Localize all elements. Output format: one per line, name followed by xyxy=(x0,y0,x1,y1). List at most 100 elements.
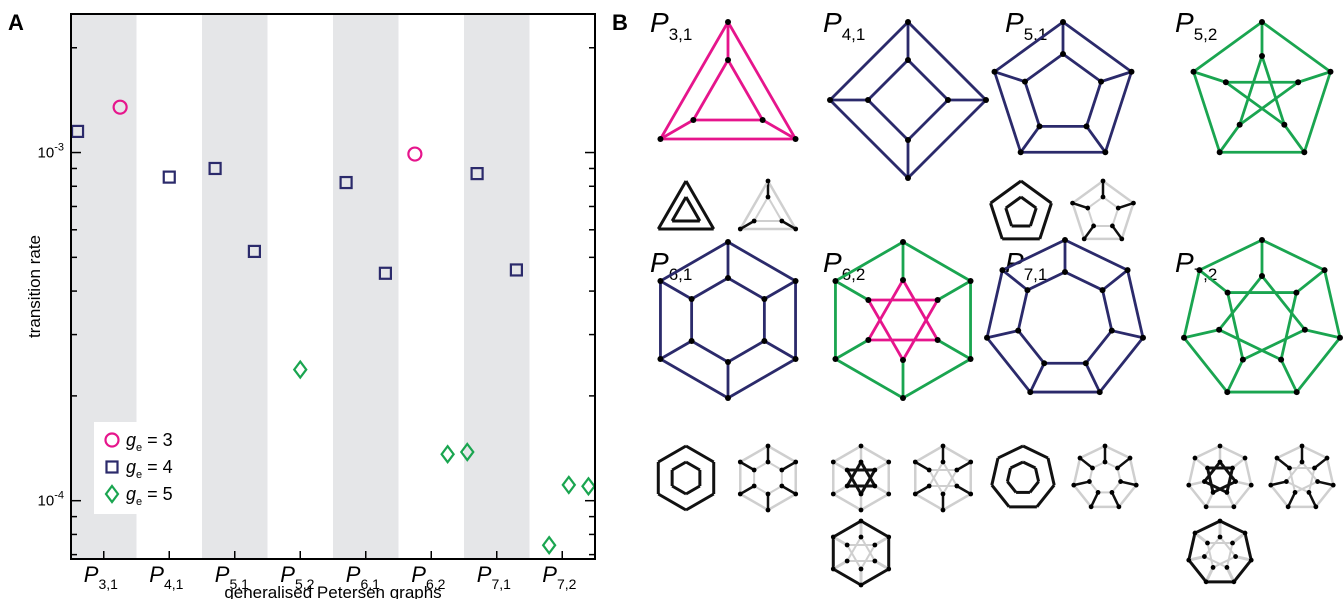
outer-edge xyxy=(1062,20,1133,73)
inner-edge xyxy=(942,469,958,495)
outer-edge xyxy=(1126,269,1145,339)
vertex-dot xyxy=(1095,490,1101,495)
y-tick-label: 10-3 xyxy=(38,142,64,162)
vertex-dot xyxy=(1087,479,1092,484)
vertex-dot xyxy=(1281,121,1288,128)
spoke-edge xyxy=(1276,457,1291,470)
vertex-dot xyxy=(1239,356,1246,363)
vertex-dot xyxy=(858,507,864,513)
inner-edge xyxy=(685,460,701,472)
vertex-dot xyxy=(765,507,771,513)
graph-7-2: P7,2 xyxy=(1175,237,1343,585)
vertex-dot xyxy=(1293,289,1300,296)
outer-edge xyxy=(914,492,944,512)
vertex-dot xyxy=(1330,482,1336,488)
vertex-dot xyxy=(858,534,864,540)
vertex-dot xyxy=(858,518,864,524)
vertex-dot xyxy=(1115,205,1121,211)
x-tick-label: P3,1 xyxy=(84,562,118,592)
spoke-edge xyxy=(781,219,797,231)
inner-edge xyxy=(859,469,877,495)
outer-edge xyxy=(1243,532,1253,561)
spoke-edge xyxy=(874,535,890,547)
vertex-dot xyxy=(900,239,906,245)
spoke-edge xyxy=(834,338,870,361)
spoke-edge xyxy=(658,486,672,494)
spoke-edge xyxy=(1218,123,1241,154)
spoke-edge xyxy=(1110,491,1121,508)
outer-edge xyxy=(989,202,1004,240)
vertex-dot xyxy=(1233,479,1238,484)
inner-edge xyxy=(1242,328,1306,361)
vertex-dot xyxy=(1082,360,1089,367)
legend-label: ge = 5 xyxy=(126,484,173,508)
spoke-edge xyxy=(1116,457,1131,470)
vertex-dot xyxy=(737,459,743,465)
inner-edge xyxy=(867,99,909,141)
inner-edge xyxy=(1218,461,1237,483)
outer-edge xyxy=(942,444,972,464)
spoke-edge xyxy=(1072,201,1089,210)
inner-edge xyxy=(1006,480,1018,494)
spoke-edge xyxy=(1009,492,1016,506)
inner-edge xyxy=(1285,480,1310,494)
outer-edge xyxy=(834,240,904,283)
inner-edge xyxy=(928,469,944,495)
vertex-dot xyxy=(1224,389,1231,396)
vertex-dot xyxy=(900,357,906,363)
vertex-dot xyxy=(765,443,771,449)
petersen-drawing xyxy=(830,518,892,588)
outer-edge xyxy=(907,21,987,101)
spoke-edge xyxy=(1270,480,1287,487)
inner-edge xyxy=(859,461,877,487)
inner-edge xyxy=(671,460,687,472)
vertex-dot xyxy=(1196,267,1203,274)
vertex-dot xyxy=(886,534,892,540)
vertex-dot xyxy=(1268,482,1274,488)
inner-edge xyxy=(1260,275,1306,331)
outer-edge xyxy=(726,21,797,140)
inner-edge xyxy=(1203,555,1228,569)
panel-a-scatter-chart: A 10-310-4 P3,1 P4,1 P5,1 P5,2 P6,1 P6,2 P7,1 P… xyxy=(8,10,596,599)
petersen-drawing xyxy=(1186,518,1254,585)
vertex-dot xyxy=(1041,360,1048,367)
shaded-column xyxy=(202,14,268,559)
outer-edge xyxy=(1269,484,1290,508)
vertex-dot xyxy=(1299,459,1305,465)
inner-edge xyxy=(690,276,729,301)
inner-edge xyxy=(1225,542,1234,568)
outer-edge xyxy=(1261,20,1332,73)
inner-edge xyxy=(1203,536,1221,558)
outer-edge xyxy=(727,357,797,400)
vertex-dot xyxy=(1222,79,1229,86)
vertex-dot xyxy=(830,459,836,465)
y-tick-label: 10-4 xyxy=(38,490,64,510)
vertex-dot xyxy=(945,97,951,103)
spoke-edge xyxy=(1188,555,1205,562)
inner-edge xyxy=(1024,52,1064,83)
outer-edge xyxy=(1038,202,1053,240)
vertex-dot xyxy=(725,275,731,281)
spoke-edge xyxy=(1297,70,1331,84)
inner-edge xyxy=(1218,275,1264,331)
data-point-square xyxy=(162,170,176,184)
legend-marker xyxy=(104,432,120,448)
outer-edge xyxy=(739,180,770,230)
vertex-dot xyxy=(761,296,768,302)
vertex-dot xyxy=(1083,123,1090,130)
vertex-dot xyxy=(968,459,974,465)
vertex-dot xyxy=(737,491,743,497)
vertex-dot xyxy=(1287,465,1292,471)
vertex-dot xyxy=(1259,53,1265,59)
petersen-drawing xyxy=(1181,237,1343,396)
outer-edge xyxy=(1187,457,1197,486)
vertex-dot xyxy=(765,178,771,184)
spoke-edge xyxy=(739,460,755,472)
vertex-dot xyxy=(886,566,892,572)
spoke-edge xyxy=(1317,480,1334,487)
spoke-edge xyxy=(700,462,714,470)
outer-edge xyxy=(902,240,972,283)
vertex-dot xyxy=(940,459,946,465)
panel-b-label: B xyxy=(612,10,628,35)
inner-edge xyxy=(1225,81,1286,126)
